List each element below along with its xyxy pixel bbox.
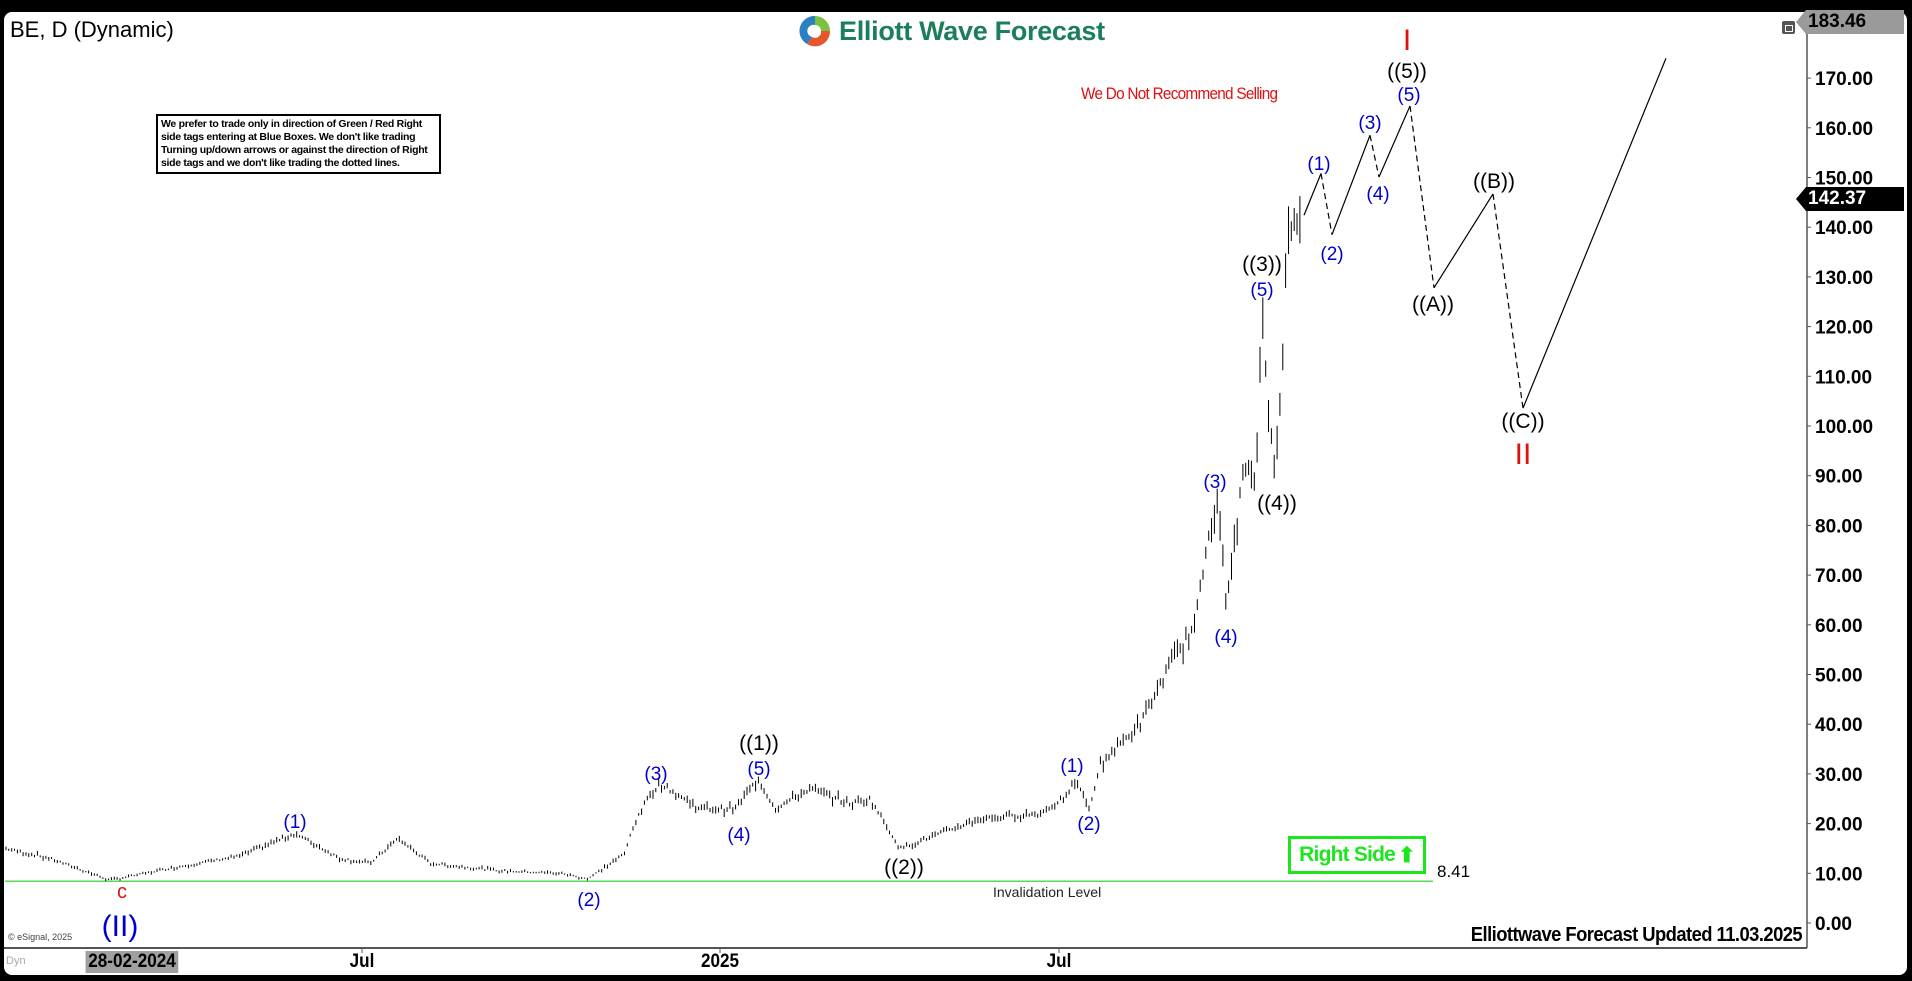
wave-label: (3) [644,764,667,785]
wave-label: I [1403,24,1411,57]
projection-segment [1331,135,1371,235]
logo-text: Elliott Wave Forecast [839,15,1105,46]
projection-segment [1303,173,1322,216]
y-tick-label: 80.00 [1815,516,1863,537]
y-tick-label: 50.00 [1815,666,1863,687]
copyright: © eSignal, 2025 [8,932,73,942]
y-tick-label: 110.00 [1815,367,1872,388]
wave-label: ((5)) [1387,60,1427,83]
wave-label: (1) [283,812,306,833]
restore-window-icon[interactable] [1782,21,1795,34]
wave-label: (4) [1214,627,1237,648]
logo: Elliott Wave Forecast [797,12,1105,50]
wave-label: (2) [1320,244,1343,265]
y-tick-label: 20.00 [1815,815,1863,836]
wave-label: (5) [747,759,770,780]
projection-segment [1492,193,1524,409]
projection-segment [1433,193,1494,289]
wave-label: (1) [1060,756,1083,777]
wave-label: ((1)) [739,732,779,755]
projection-segment [1378,105,1411,178]
x-tick-label: Jul [349,951,375,972]
wave-label: (1) [1307,154,1330,175]
logo-icon [799,15,831,47]
y-tick-label: 140.00 [1815,218,1873,239]
right-side-tag: Right Side ⬆ [1288,836,1426,874]
y-tick-label: 130.00 [1815,268,1873,289]
wave-label: (4) [727,825,750,846]
projection-segment [1320,173,1333,235]
x-tick-label: 2025 [700,951,740,972]
wave-label: ((C)) [1501,410,1544,433]
y-tick-label: 150.00 [1815,169,1873,190]
projection-segment [1369,135,1380,178]
wave-label: (2) [577,890,600,911]
price-bars [5,196,1301,882]
wave-label: (5) [1250,280,1273,301]
wave-label: ((4)) [1257,492,1297,515]
wave-label: (II) [102,910,139,943]
wave-label: (5) [1397,85,1420,106]
invalidation-value: 8.41 [1437,862,1471,881]
y-tick-label: 10.00 [1815,864,1863,885]
high-price-tag: 183.46 [1796,10,1904,34]
arrow-up-icon: ⬆ [1398,843,1416,867]
y-tick-label: 60.00 [1815,616,1863,637]
y-tick-label: 30.00 [1815,765,1863,786]
warning-text: We Do Not Recommend Selling [1081,84,1278,103]
wave-label: (3) [1358,113,1381,134]
y-tick-label: 70.00 [1815,566,1863,587]
wave-label: ((A)) [1412,293,1454,316]
wave-label: ((3)) [1242,253,1282,276]
wave-label: (2) [1077,814,1100,835]
projection-segment [1409,105,1435,288]
y-tick-label: 160.00 [1815,119,1873,140]
wave-label: ((B)) [1473,170,1515,193]
y-tick-label: 100.00 [1815,417,1873,438]
wave-label: II [1515,438,1532,471]
wave-label: ((2)) [884,856,924,879]
x-tick-label: 28-02-2024 [85,951,179,973]
y-tick-label: 40.00 [1815,715,1863,736]
projection-segment [1522,57,1667,409]
wave-projection [1303,57,1667,409]
wave-label: c [117,881,127,903]
price-axis: 0.00 10.00 20.00 30.00 40.00 50.00 60.00 70.00 8… [1807,69,1873,935]
wave-label: (4) [1366,184,1389,205]
disclaimer-box: We prefer to trade only in direction of … [156,114,441,174]
time-axis [361,948,1060,953]
y-tick-label: 0.00 [1815,914,1852,935]
chart-background [4,12,1907,975]
wave-label: (3) [1203,472,1226,493]
updated-footer: Elliottwave Forecast Updated 11.03.2025 [1470,924,1803,946]
dyn-label: Dyn [6,955,26,967]
x-tick-label: Jul [1046,951,1072,972]
y-tick-label: 90.00 [1815,467,1863,488]
right-side-label: Right Side [1299,843,1396,866]
y-tick-label: 170.00 [1815,69,1873,90]
y-tick-label: 120.00 [1815,318,1873,339]
invalidation-label: Invalidation Level [993,884,1102,900]
chart-title: BE, D (Dynamic) [10,17,174,42]
last-price-tag: 142.37 [1796,187,1904,211]
wave-labels: c (II) (1) (2) (3) (4) (5) ((1)) ((2)) (1) (2) (3) (… [102,24,1545,943]
